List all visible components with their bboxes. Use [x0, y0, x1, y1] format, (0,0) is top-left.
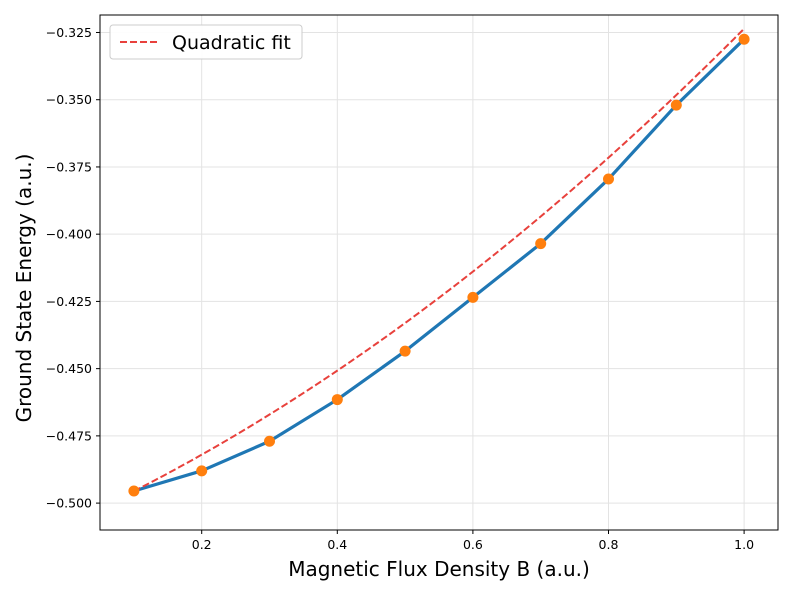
y-tick-label: −0.500: [46, 496, 92, 511]
fit-line: [133, 28, 745, 493]
y-tick-label: −0.475: [46, 428, 92, 443]
data-point: [738, 33, 750, 45]
data-point: [264, 435, 275, 447]
grid-lines: [100, 15, 778, 530]
y-tick-label: −0.325: [46, 25, 92, 40]
data-point: [467, 291, 479, 303]
data-point: [603, 173, 614, 185]
x-tick-label: 0.4: [327, 537, 347, 552]
data-point: [670, 99, 682, 111]
y-tick-label: −0.400: [46, 227, 92, 242]
legend: Quadratic fit: [109, 24, 303, 60]
data-point: [399, 345, 411, 357]
data-point: [535, 238, 547, 250]
data-point: [196, 465, 208, 477]
y-tick-label: −0.350: [46, 92, 92, 107]
legend-fit-label: Quadratic fit: [172, 32, 291, 54]
plot-frame: [99, 14, 779, 531]
x-tick-label: 1.0: [734, 537, 754, 552]
x-axis-label: Magnetic Flux Density B (a.u.): [288, 557, 590, 581]
data-point: [331, 394, 343, 406]
data-line: [133, 38, 746, 493]
series-layer: [128, 28, 750, 497]
x-tick-label: 0.2: [192, 537, 212, 552]
y-axis-label: Ground State Energy (a.u.): [12, 154, 36, 423]
y-tick-label: −0.450: [46, 361, 92, 376]
x-tick-label: 0.8: [599, 537, 619, 552]
y-tick-label: −0.425: [46, 294, 92, 309]
legend-box: [109, 24, 303, 60]
y-tick-label: −0.375: [46, 159, 92, 174]
axis-ticks: 0.2 0.4 0.6 0.8 1.0 −0.500 −0.475 −0.450 −0.425 −…: [46, 25, 754, 552]
data-point: [128, 485, 140, 497]
x-tick-label: 0.6: [463, 537, 483, 552]
